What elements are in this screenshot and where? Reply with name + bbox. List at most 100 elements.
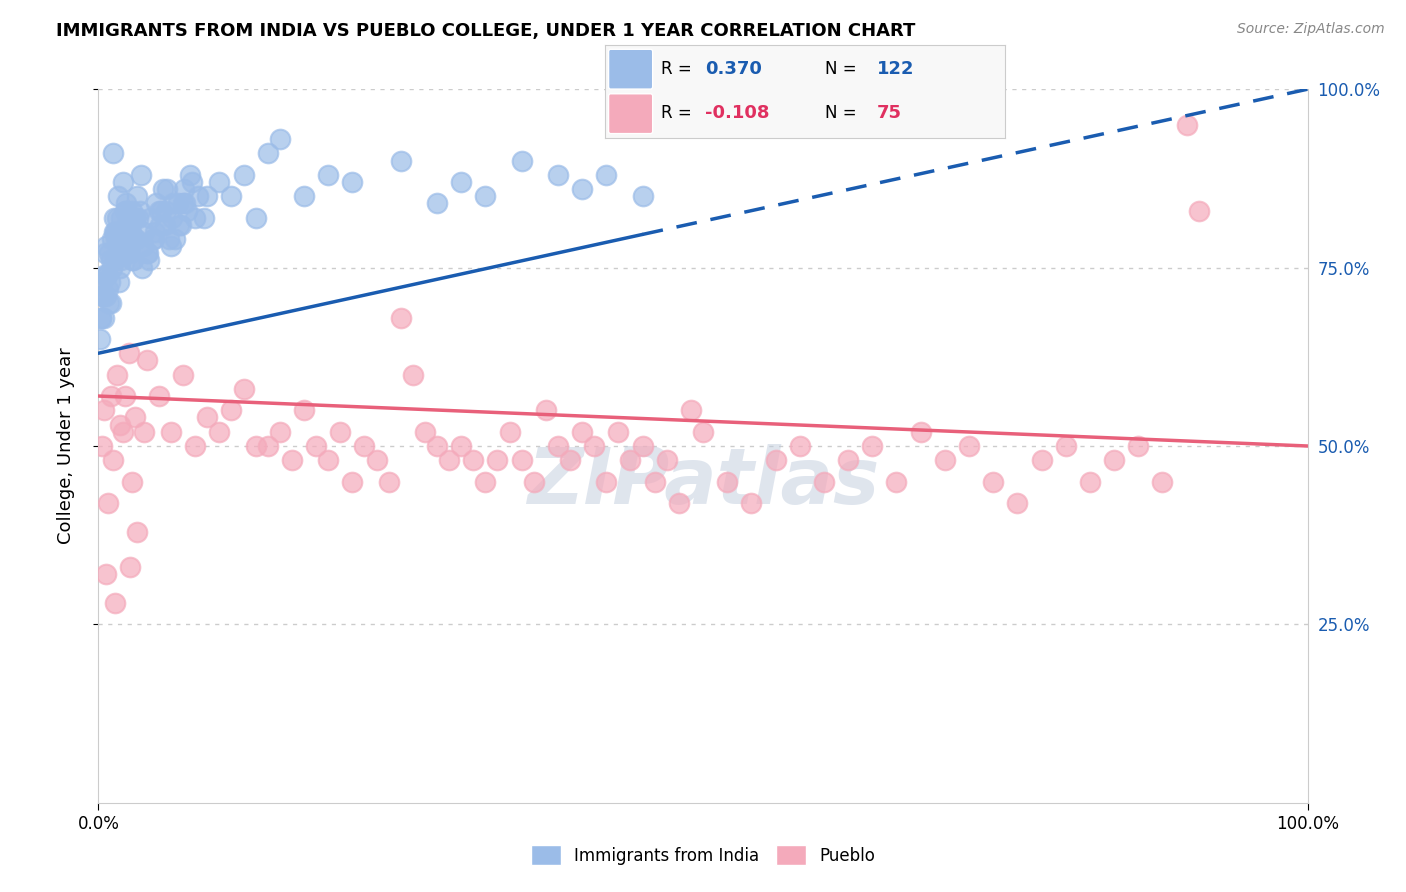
Immigrants from India [195,189,218,203]
Immigrants from India [117,246,139,260]
Immigrants from India [595,168,617,182]
FancyBboxPatch shape [609,94,652,134]
Immigrants from India [149,218,172,232]
Immigrants from India [96,268,118,282]
Immigrants from India [127,211,149,225]
Pueblo [94,567,117,582]
Pueblo [148,389,170,403]
Pueblo [377,475,399,489]
Immigrants from India [97,296,120,310]
Pueblo [886,475,908,489]
Immigrants from India [142,232,165,246]
Pueblo [934,453,956,467]
Pueblo [1102,453,1125,467]
Immigrants from India [111,175,134,189]
Immigrants from India [107,246,129,260]
Pueblo [547,439,569,453]
Pueblo [860,439,883,453]
Pueblo [474,475,496,489]
Pueblo [595,475,617,489]
Immigrants from India [174,196,197,211]
Pueblo [619,453,641,467]
Immigrants from India [145,196,167,211]
Pueblo [135,353,157,368]
Immigrants from India [127,189,149,203]
Pueblo [93,403,115,417]
Pueblo [1152,475,1174,489]
FancyBboxPatch shape [609,49,652,89]
Immigrants from India [105,211,128,225]
Immigrants from India [101,146,124,161]
Immigrants from India [169,218,191,232]
Text: -0.108: -0.108 [704,104,769,122]
Pueblo [692,425,714,439]
Immigrants from India [118,239,141,253]
Pueblo [232,382,254,396]
Immigrants from India [100,260,122,275]
Immigrants from India [269,132,291,146]
Immigrants from India [90,310,112,325]
Pueblo [269,425,291,439]
Immigrants from India [121,253,143,268]
Immigrants from India [114,203,136,218]
Immigrants from India [96,268,118,282]
Pueblo [523,475,546,489]
Pueblo [184,439,207,453]
Immigrants from India [114,203,136,218]
Pueblo [534,403,557,417]
Immigrants from India [136,246,159,260]
Immigrants from India [96,289,118,303]
Pueblo [910,425,932,439]
Immigrants from India [128,203,150,218]
Immigrants from India [93,268,115,282]
Pueblo [510,453,533,467]
Pueblo [118,560,141,574]
Immigrants from India [112,232,135,246]
Immigrants from India [122,253,145,268]
Pueblo [1078,475,1101,489]
Immigrants from India [160,239,183,253]
Pueblo [463,453,485,467]
Immigrants from India [93,310,115,325]
Pueblo [813,475,835,489]
Immigrants from India [179,168,201,182]
Pueblo [740,496,762,510]
Immigrants from India [180,175,202,189]
Immigrants from India [342,175,364,189]
Immigrants from India [100,296,122,310]
Immigrants from India [117,211,139,225]
Pueblo [104,596,127,610]
Pueblo [245,439,267,453]
Pueblo [389,310,412,325]
Pueblo [765,453,787,467]
Pueblo [329,425,352,439]
Pueblo [668,496,690,510]
Immigrants from India [121,203,143,218]
Immigrants from India [89,332,111,346]
Immigrants from India [124,232,146,246]
Immigrants from India [143,232,166,246]
Immigrants from India [167,196,190,211]
Pueblo [134,425,156,439]
Immigrants from India [131,260,153,275]
Immigrants from India [208,175,231,189]
Pueblo [437,453,460,467]
Immigrants from India [426,196,449,211]
Immigrants from India [571,182,593,196]
Immigrants from India [110,253,132,268]
Pueblo [583,439,606,453]
Immigrants from India [292,189,315,203]
Pueblo [679,403,702,417]
Text: R =: R = [661,104,697,122]
Pueblo [342,475,364,489]
Pueblo [498,425,520,439]
Immigrants from India [108,260,131,275]
Pueblo [1054,439,1077,453]
Immigrants from India [94,239,117,253]
Immigrants from India [111,225,134,239]
Immigrants from India [316,168,339,182]
Immigrants from India [100,253,122,268]
Immigrants from India [98,246,121,260]
Pueblo [172,368,194,382]
Pueblo [353,439,375,453]
